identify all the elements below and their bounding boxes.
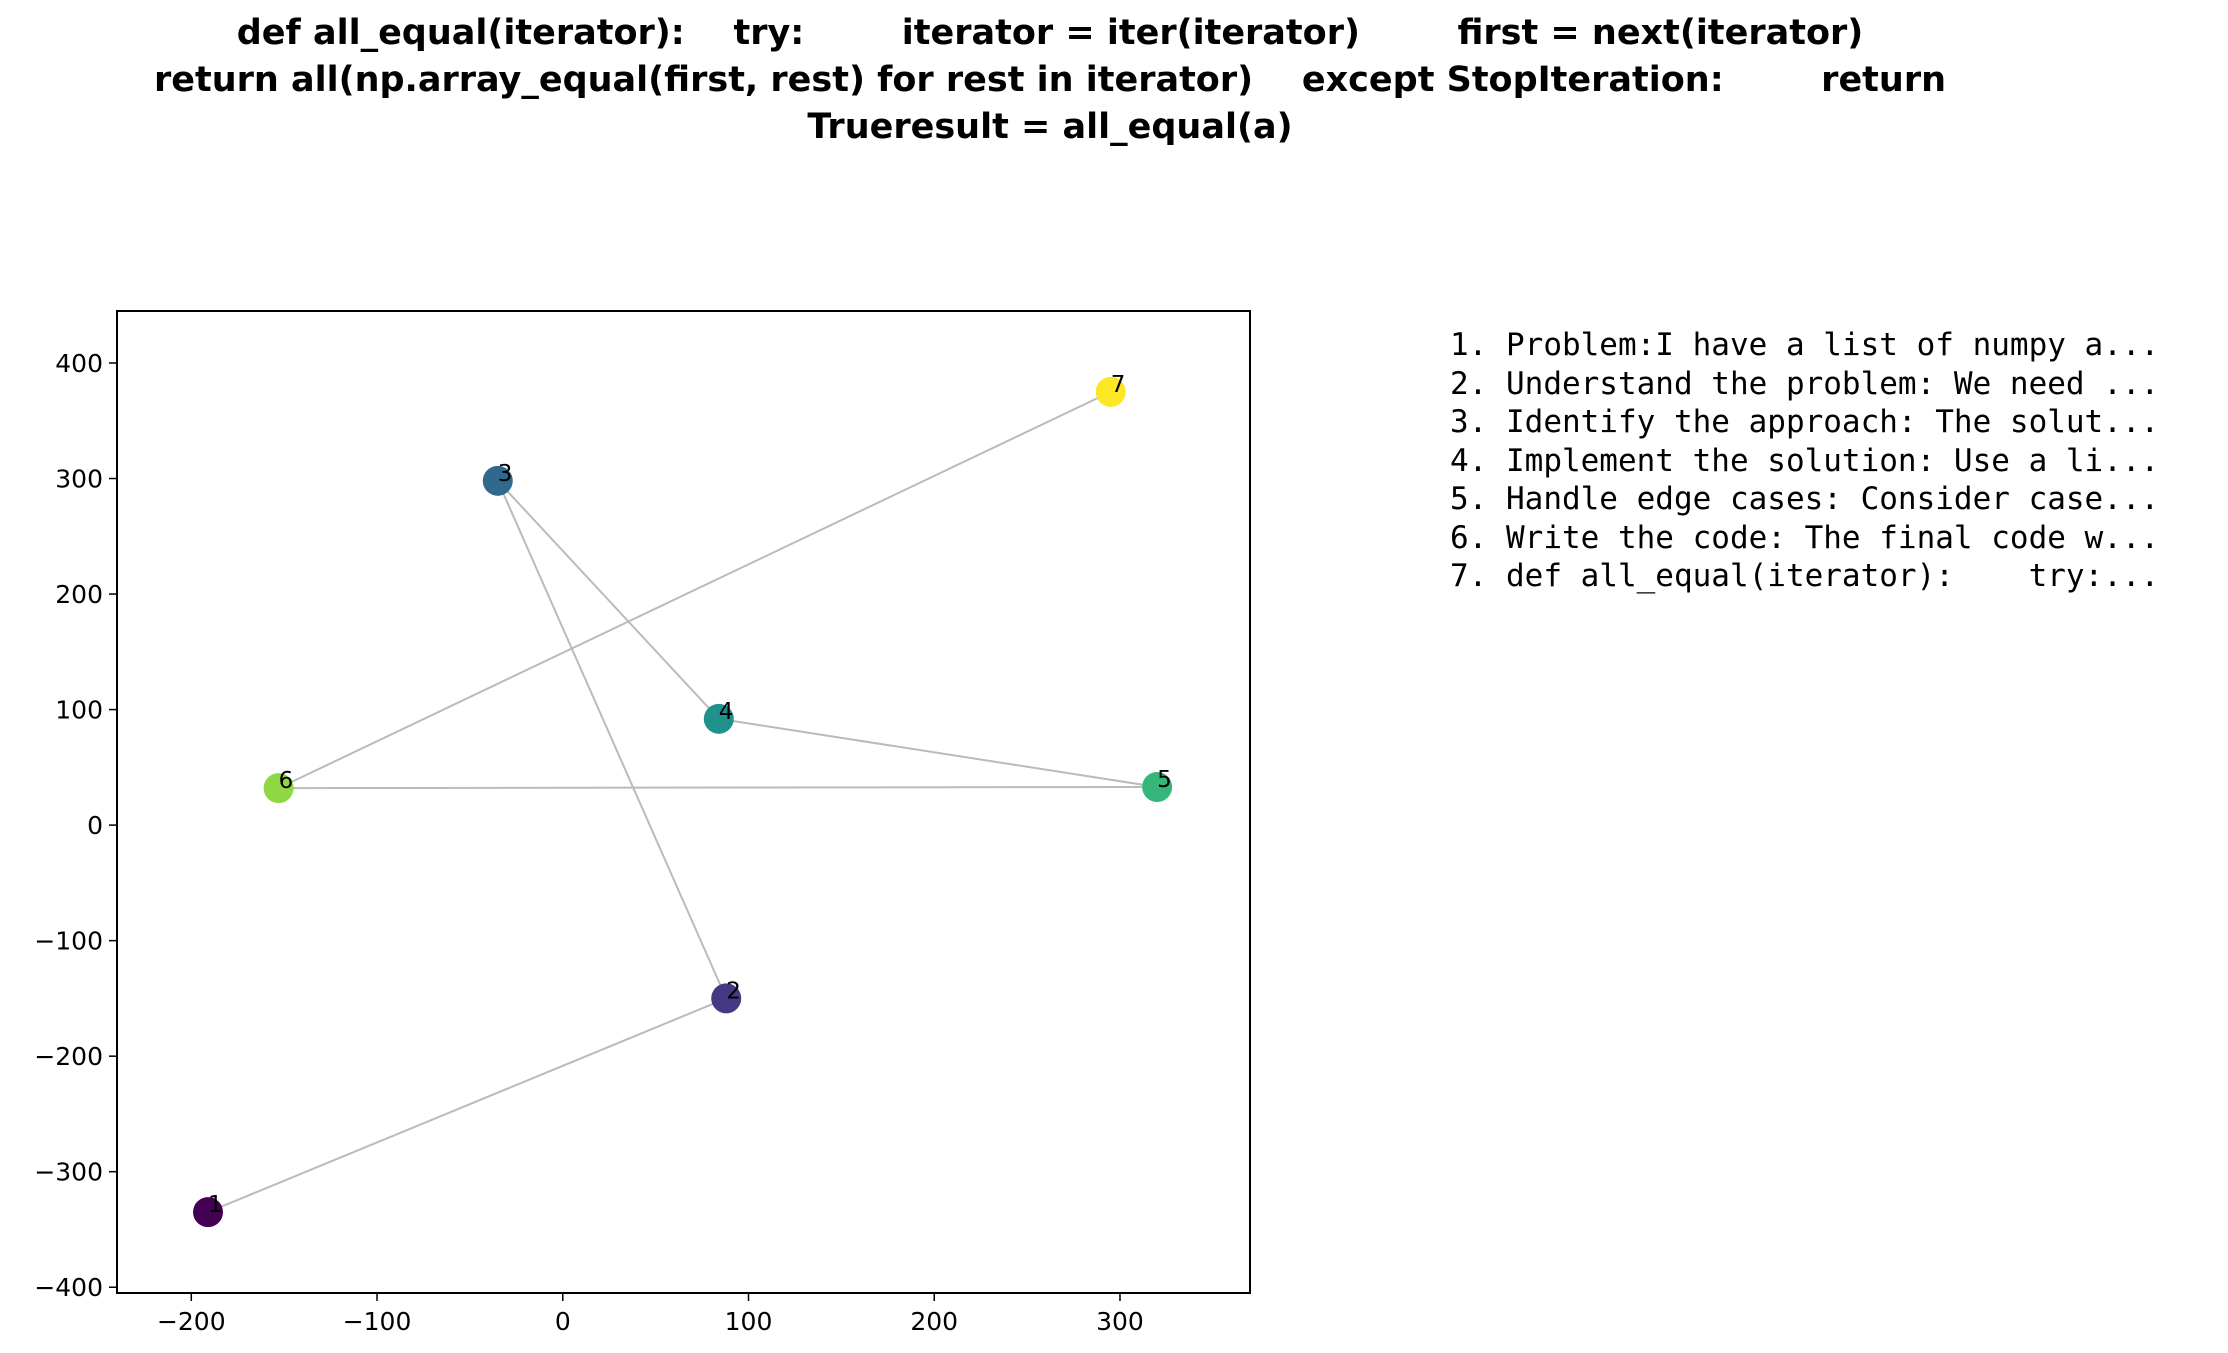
data-point-5: [1142, 771, 1173, 802]
step-item-7: 7. def all_equal(iterator): try:...: [1450, 558, 2160, 594]
connector-lines: [207, 390, 1158, 1214]
data-point-6: [263, 773, 294, 804]
y-tick-label: 200: [55, 580, 103, 609]
chart-title: def all_equal(iterator): try: iterator =…: [0, 10, 2100, 151]
connector-line-1-2: [207, 997, 727, 1214]
connector-line-3-4: [497, 480, 720, 720]
plot-frame: [116, 310, 1251, 1294]
point-labels: 1 2 3 4 5 6 7: [208, 372, 1172, 1218]
y-axis: −400 −300 −200 −100 0 100 200 300 400: [34, 349, 117, 1302]
x-tick-label: 300: [1096, 1307, 1144, 1336]
connector-line-4-5: [718, 717, 1158, 788]
step-list: 1. Problem:I have a list of numpy a... 2…: [1450, 326, 2159, 596]
step-item-2: 2. Understand the problem: We need ...: [1450, 365, 2160, 402]
x-tick-label: −200: [157, 1307, 226, 1336]
y-tick-label: 300: [55, 465, 103, 494]
point-label-3: 3: [498, 461, 513, 487]
step-item-4: 4. Implement the solution: Use a li...: [1450, 442, 2160, 479]
x-axis: −200 −100 0 100 200 300: [157, 1293, 1144, 1336]
chart-title-line-1: def all_equal(iterator): try: iterator =…: [236, 13, 1864, 53]
chart-title-line-2: return all(np.array_equal(first, rest) f…: [153, 60, 1947, 100]
data-points: [193, 376, 1173, 1228]
step-item-5: 5. Handle edge cases: Consider case...: [1450, 481, 2160, 517]
point-label-4: 4: [719, 699, 734, 725]
y-tick-label: −400: [34, 1273, 103, 1302]
x-tick-label: 100: [725, 1307, 773, 1336]
data-point-4: [703, 703, 734, 734]
connector-line-2-3: [496, 480, 728, 999]
point-label-6: 6: [279, 768, 294, 794]
step-item-3: 3. Identify the approach: The solut...: [1450, 404, 2160, 440]
y-tick-label: −200: [34, 1042, 103, 1071]
x-tick-label: −100: [343, 1307, 412, 1336]
point-label-7: 7: [1111, 372, 1126, 398]
point-label-1: 1: [208, 1192, 223, 1218]
x-tick-label: 200: [910, 1307, 958, 1336]
connector-line-5-6: [278, 785, 1158, 790]
step-item-6: 6. Write the code: The final code w...: [1450, 519, 2160, 556]
data-point-3: [482, 465, 513, 496]
data-point-7: [1095, 376, 1126, 407]
y-tick-label: 0: [87, 811, 103, 840]
y-tick-label: 400: [55, 349, 103, 378]
step-item-1: 1. Problem:I have a list of numpy a...: [1450, 327, 2160, 363]
point-label-2: 2: [726, 978, 741, 1004]
point-label-5: 5: [1157, 767, 1172, 793]
y-tick-label: 100: [55, 696, 103, 725]
chart-title-line-3: Trueresult = all_equal(a): [807, 107, 1293, 147]
connector-line-6-7: [278, 390, 1112, 790]
data-point-2: [711, 983, 742, 1014]
x-tick-label: 0: [555, 1307, 571, 1336]
y-tick-label: −100: [34, 927, 103, 956]
y-tick-label: −300: [34, 1158, 103, 1187]
data-point-1: [193, 1197, 224, 1228]
